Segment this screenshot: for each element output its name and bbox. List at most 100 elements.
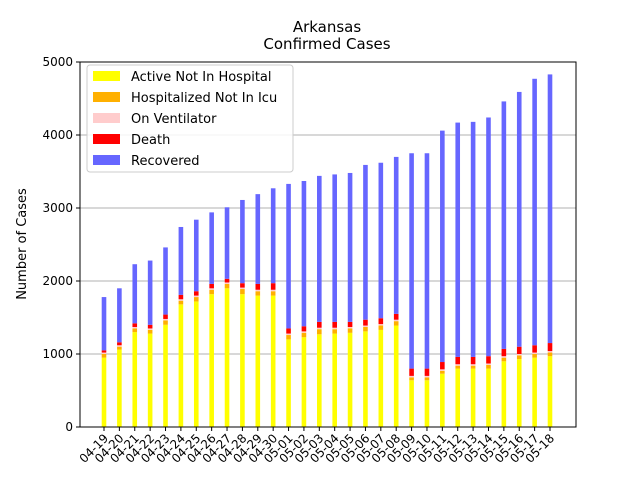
bar-segment-hospitalized-not-in-icu	[409, 377, 414, 381]
bar-segment-death	[486, 356, 491, 364]
bar-segment-death	[301, 326, 307, 332]
bar-segment-on-ventilator	[209, 288, 214, 290]
legend-label: Death	[131, 133, 170, 148]
bar-segment-active-not-in-hospital	[209, 294, 214, 427]
bar-segment-active-not-in-hospital	[178, 304, 184, 427]
bar-segment-active-not-in-hospital	[163, 324, 168, 427]
bar-segment-hospitalized-not-in-icu	[270, 291, 276, 296]
bar-segment-active-not-in-hospital	[363, 331, 368, 427]
bar-segment-active-not-in-hospital	[332, 333, 337, 427]
y-tick-label: 3000	[42, 201, 73, 215]
bar-segment-active-not-in-hospital	[486, 368, 491, 427]
bar-segment-active-not-in-hospital	[409, 380, 414, 427]
bar-segment-on-ventilator	[455, 364, 461, 366]
bar-segment-hospitalized-not-in-icu	[547, 352, 553, 357]
bar-segment-active-not-in-hospital	[270, 295, 276, 427]
bar-segment-death	[209, 283, 214, 289]
bar-segment-recovered	[193, 219, 199, 292]
bar-segment-on-ventilator	[440, 369, 445, 371]
bar-segment-on-ventilator	[363, 325, 368, 327]
bar-segment-active-not-in-hospital	[117, 349, 122, 427]
bar-segment-on-ventilator	[424, 375, 430, 378]
bar-segment-death	[409, 368, 414, 376]
bar-segment-death	[363, 319, 368, 326]
bar-segment-active-not-in-hospital	[393, 325, 399, 427]
bar-segment-hospitalized-not-in-icu	[286, 335, 291, 340]
bar-segment-hospitalized-not-in-icu	[424, 377, 430, 381]
bar-segment-hospitalized-not-in-icu	[163, 320, 168, 325]
bar-segment-active-not-in-hospital	[347, 332, 353, 427]
bar-segment-recovered	[240, 199, 245, 284]
bar-segment-recovered	[516, 91, 522, 347]
bar-segment-active-not-in-hospital	[440, 373, 445, 427]
bar-segment-hospitalized-not-in-icu	[470, 365, 476, 369]
bar-segment-hospitalized-not-in-icu	[101, 354, 107, 358]
legend-label: On Ventilator	[131, 112, 217, 127]
bar-segment-death	[393, 313, 399, 320]
y-axis: 0 1000 2000 3000 4000 5000	[42, 55, 80, 434]
bar-segment-recovered	[532, 78, 537, 346]
bar-segment-death	[132, 323, 138, 327]
bar-segment-recovered	[393, 156, 399, 314]
legend-box	[86, 64, 294, 173]
bar-segment-on-ventilator	[378, 324, 384, 326]
bar-segment-hospitalized-not-in-icu	[393, 321, 399, 326]
bar-segment-on-ventilator	[470, 364, 476, 366]
bar-segment-on-ventilator	[286, 333, 291, 336]
bar-segment-active-not-in-hospital	[317, 334, 322, 427]
bar-segment-active-not-in-hospital	[516, 359, 522, 427]
bar-segment-hospitalized-not-in-icu	[255, 291, 261, 296]
legend-swatch	[93, 155, 120, 165]
bar-segment-recovered	[424, 153, 430, 369]
bar-segment-on-ventilator	[117, 345, 122, 347]
bar-segment-active-not-in-hospital	[532, 357, 537, 427]
bar-segment-active-not-in-hospital	[301, 337, 307, 427]
bar-segment-hospitalized-not-in-icu	[132, 328, 138, 333]
bar-segment-on-ventilator	[224, 282, 230, 284]
bar-segment-hospitalized-not-in-icu	[332, 329, 337, 334]
bar-segment-death	[332, 321, 337, 328]
bar-segment-death	[286, 328, 291, 334]
chart-title: Arkansas	[293, 18, 362, 36]
legend-swatch	[93, 92, 120, 102]
bar-segment-on-ventilator	[163, 318, 168, 321]
bar-segment-recovered	[547, 74, 553, 344]
bar-segment-death	[255, 283, 261, 290]
bar-segment-hospitalized-not-in-icu	[178, 300, 184, 305]
bar-segment-active-not-in-hospital	[224, 288, 230, 427]
bar-segment-active-not-in-hospital	[547, 356, 553, 427]
bar-segment-recovered	[101, 297, 107, 351]
bar-segment-recovered	[455, 122, 461, 357]
bar-segment-death	[424, 368, 430, 376]
bar-segment-death	[240, 283, 245, 288]
plot-frame	[79, 61, 577, 428]
bar-segment-hospitalized-not-in-icu	[363, 326, 368, 332]
bar-segment-hospitalized-not-in-icu	[193, 297, 199, 302]
bar-segment-active-not-in-hospital	[424, 380, 430, 427]
bar-segment-recovered	[486, 117, 491, 357]
bar-segment-on-ventilator	[516, 354, 522, 356]
bar-segment-recovered	[224, 207, 230, 279]
bar-segment-recovered	[178, 226, 184, 295]
bar-segment-on-ventilator	[178, 299, 184, 301]
bar-segment-death	[547, 343, 553, 352]
bar-segment-on-ventilator	[101, 352, 107, 354]
bar-segment-active-not-in-hospital	[455, 368, 461, 427]
bar-segment-recovered	[209, 212, 214, 284]
bar-segment-hospitalized-not-in-icu	[378, 325, 384, 330]
bar-segment-death	[147, 324, 153, 329]
bar-segment-recovered	[255, 194, 261, 284]
legend-swatch	[93, 113, 120, 123]
bar-segment-recovered	[117, 288, 122, 343]
bar-segment-on-ventilator	[532, 352, 537, 354]
y-tick-label: 2000	[42, 274, 73, 288]
bar-segment-death	[378, 318, 384, 325]
bar-segment-death	[532, 345, 537, 353]
bar-segment-on-ventilator	[332, 327, 337, 330]
bar-segment-on-ventilator	[193, 295, 199, 298]
bar-segment-recovered	[317, 175, 322, 322]
bar-segment-hospitalized-not-in-icu	[117, 346, 122, 350]
bar-segment-death	[516, 346, 522, 354]
bar-segment-active-not-in-hospital	[240, 294, 245, 427]
